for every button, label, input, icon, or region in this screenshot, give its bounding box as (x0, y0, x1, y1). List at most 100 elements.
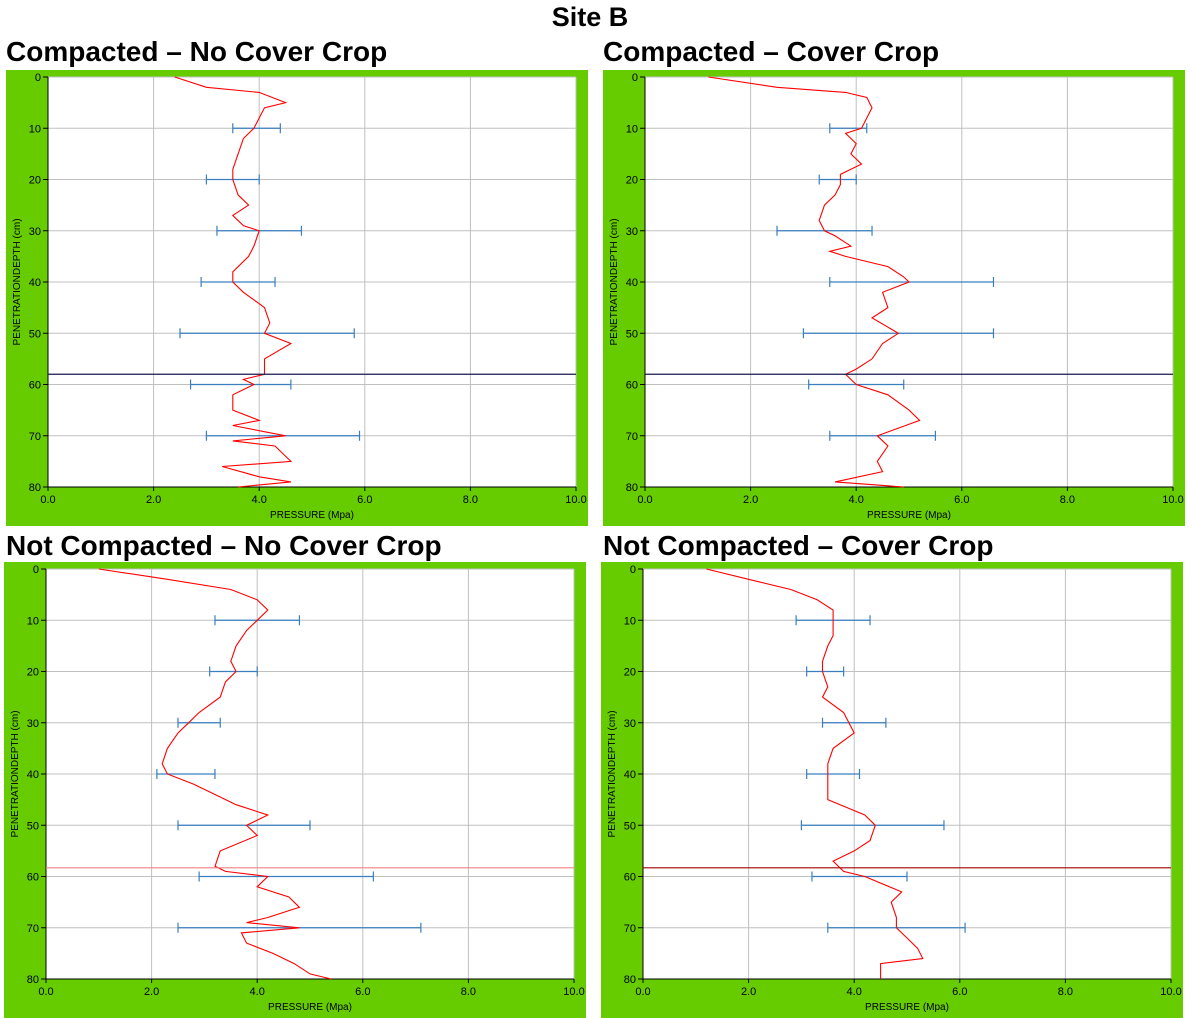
y-tick-label: 70 (626, 431, 638, 443)
x-axis-label: PRESSURE (Mpa) (268, 1002, 352, 1013)
y-tick-label: 30 (29, 226, 41, 238)
chart-svg: 0.0 2.0 4.0 6.0 8.0 10.0 0 10 20 30 40 50 60 70 80 PRES… (601, 562, 1183, 1018)
x-tick-label: 8.0 (1060, 494, 1075, 506)
pressure-curve (708, 76, 921, 488)
x-axis-label: PRESSURE (Mpa) (270, 510, 354, 521)
y-tick-label: 80 (626, 482, 638, 494)
x-tick-label: 6.0 (357, 494, 372, 506)
pressure-curve (174, 76, 293, 488)
x-axis-label: PRESSURE (Mpa) (867, 510, 951, 521)
y-tick-label: 60 (626, 380, 638, 392)
y-tick-label: 50 (29, 328, 41, 340)
pressure-curve (706, 568, 924, 979)
chart-not-compacted-cover: 0.0 2.0 4.0 6.0 8.0 10.0 0 10 20 30 40 50 60 70 80 PRES… (601, 562, 1183, 1018)
y-tick-label: 50 (624, 820, 636, 832)
panel-title: Compacted – No Cover Crop (6, 36, 388, 67)
x-tick-label: 8.0 (1058, 986, 1073, 998)
error-bar (829, 277, 995, 287)
y-tick-label: 60 (29, 380, 41, 392)
x-tick-label: 0.0 (40, 494, 55, 506)
y-tick-label: 70 (29, 431, 41, 443)
y-tick-label: 60 (27, 872, 39, 884)
x-tick-label: 4.0 (847, 986, 862, 998)
y-tick-label: 40 (29, 277, 41, 289)
y-tick-label: 20 (29, 175, 41, 187)
y-tick-label: 30 (27, 718, 39, 730)
y-tick-label: 50 (27, 820, 39, 832)
figure-title: Site B (551, 2, 629, 32)
x-tick-label: 4.0 (252, 494, 267, 506)
panel-title: Not Compacted – No Cover Crop (6, 530, 442, 561)
x-tick-label: 4.0 (849, 494, 864, 506)
error-bar (177, 717, 221, 728)
y-axis-label: PENETRATIONDEPTH (cm) (10, 710, 21, 837)
panel-title: Not Compacted – Cover Crop (603, 530, 994, 561)
error-bar (177, 820, 311, 831)
error-bar (829, 430, 936, 441)
x-tick-label: 2.0 (144, 986, 159, 998)
x-tick-label: 10.0 (1162, 494, 1183, 506)
y-axis-label: PENETRATIONDEPTH (cm) (609, 218, 620, 345)
x-tick-label: 2.0 (741, 986, 756, 998)
y-axis-label: PENETRATIONDEPTH (cm) (607, 710, 618, 837)
y-tick-label: 40 (27, 769, 39, 781)
y-tick-label: 80 (27, 974, 39, 986)
error-bar (811, 871, 908, 882)
error-bar (821, 717, 887, 728)
x-tick-label: 4.0 (250, 986, 265, 998)
error-bar (198, 871, 374, 882)
chart-svg: 0.0 2.0 4.0 6.0 8.0 10.0 0 10 20 30 40 50 60 70 80 PRES… (603, 70, 1185, 526)
x-tick-label: 6.0 (355, 986, 370, 998)
x-tick-label: 2.0 (743, 494, 758, 506)
y-tick-label: 50 (626, 328, 638, 340)
error-bar (800, 820, 945, 831)
y-tick-label: 80 (624, 974, 636, 986)
y-tick-label: 20 (624, 667, 636, 679)
y-tick-label: 20 (27, 667, 39, 679)
y-tick-label: 70 (27, 923, 39, 935)
error-bar (156, 769, 216, 779)
y-tick-label: 10 (624, 615, 636, 627)
panel-title: Compacted – Cover Crop (603, 36, 940, 67)
y-tick-label: 0 (630, 564, 636, 576)
y-tick-label: 30 (624, 718, 636, 730)
x-tick-label: 2.0 (146, 494, 161, 506)
chart-compacted-cover: 0.0 2.0 4.0 6.0 8.0 10.0 0 10 20 30 40 50 60 70 80 PRES… (603, 70, 1185, 526)
y-tick-label: 0 (33, 564, 39, 576)
y-axis-label: PENETRATIONDEPTH (cm) (12, 218, 23, 345)
x-tick-label: 6.0 (954, 494, 969, 506)
y-tick-label: 80 (29, 482, 41, 494)
y-tick-label: 10 (626, 123, 638, 135)
x-tick-label: 10.0 (565, 494, 586, 506)
error-bar (209, 666, 258, 677)
error-bar (189, 379, 292, 390)
chart-svg: 0.0 2.0 4.0 6.0 8.0 10.0 0 10 20 30 40 50 60 70 80 PRES… (4, 562, 586, 1018)
y-tick-label: 20 (626, 175, 638, 187)
x-tick-label: 10.0 (1160, 986, 1181, 998)
y-tick-label: 0 (35, 72, 41, 84)
chart-compacted-no-cover: 0.0 2.0 4.0 6.0 8.0 10.0 0 10 20 30 40 50 60 70 80 PRES… (6, 70, 588, 526)
x-tick-label: 0.0 (635, 986, 650, 998)
x-tick-label: 0.0 (637, 494, 652, 506)
y-tick-label: 0 (632, 72, 638, 84)
y-tick-label: 60 (624, 872, 636, 884)
chart-not-compacted-no-cover: 0.0 2.0 4.0 6.0 8.0 10.0 0 10 20 30 40 50 60 70 80 PRES… (4, 562, 586, 1018)
x-tick-label: 6.0 (952, 986, 967, 998)
x-axis-label: PRESSURE (Mpa) (865, 1002, 949, 1013)
pressure-curve (98, 568, 332, 980)
chart-svg: 0.0 2.0 4.0 6.0 8.0 10.0 0 10 20 30 40 50 60 70 80 PRES… (6, 70, 588, 526)
y-tick-label: 40 (624, 769, 636, 781)
error-bar (179, 328, 355, 339)
error-bar (232, 123, 281, 134)
y-tick-label: 40 (626, 277, 638, 289)
x-tick-label: 8.0 (463, 494, 478, 506)
x-tick-label: 8.0 (461, 986, 476, 998)
error-bar (818, 174, 857, 185)
error-bar (200, 277, 276, 287)
error-bar (806, 769, 861, 779)
error-bar (806, 666, 845, 677)
y-tick-label: 70 (624, 923, 636, 935)
y-tick-label: 30 (626, 226, 638, 238)
x-tick-label: 0.0 (38, 986, 53, 998)
y-tick-label: 10 (27, 615, 39, 627)
